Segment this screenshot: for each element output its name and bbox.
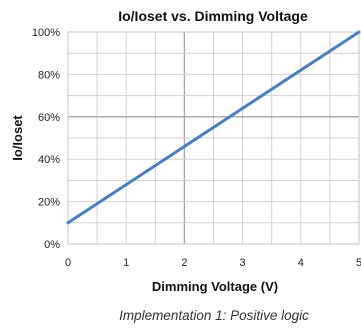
- grid: [67, 31, 360, 245]
- y-tick-label: 20%: [38, 197, 60, 209]
- x-axis-ticks: 0 1 2 3 4 5: [65, 257, 361, 269]
- y-axis-label: Io/Ioset: [10, 115, 25, 161]
- chart-title: Io/Ioset vs. Dimming Voltage: [118, 8, 308, 24]
- x-axis-label: Dimming Voltage (V): [152, 279, 278, 294]
- x-tick-label: 0: [65, 257, 71, 269]
- y-tick-label: 40%: [38, 154, 60, 166]
- y-tick-label: 80%: [38, 69, 60, 81]
- x-tick-label: 4: [298, 257, 304, 269]
- x-tick-label: 3: [240, 257, 246, 269]
- x-tick-label: 2: [181, 257, 187, 269]
- plot-frame: [67, 31, 360, 245]
- x-tick-label: 1: [123, 257, 129, 269]
- series-line: [66, 30, 361, 225]
- y-axis-ticks: 0% 20% 40% 60% 80% 100%: [32, 27, 60, 251]
- y-tick-label: 0%: [44, 239, 60, 251]
- y-tick-label: 60%: [38, 112, 60, 124]
- figure-caption: Implementation 1: Positive logic: [119, 308, 309, 323]
- y-tick-label: 100%: [32, 27, 60, 39]
- series-layer: [66, 30, 361, 225]
- x-tick-label: 5: [356, 257, 361, 269]
